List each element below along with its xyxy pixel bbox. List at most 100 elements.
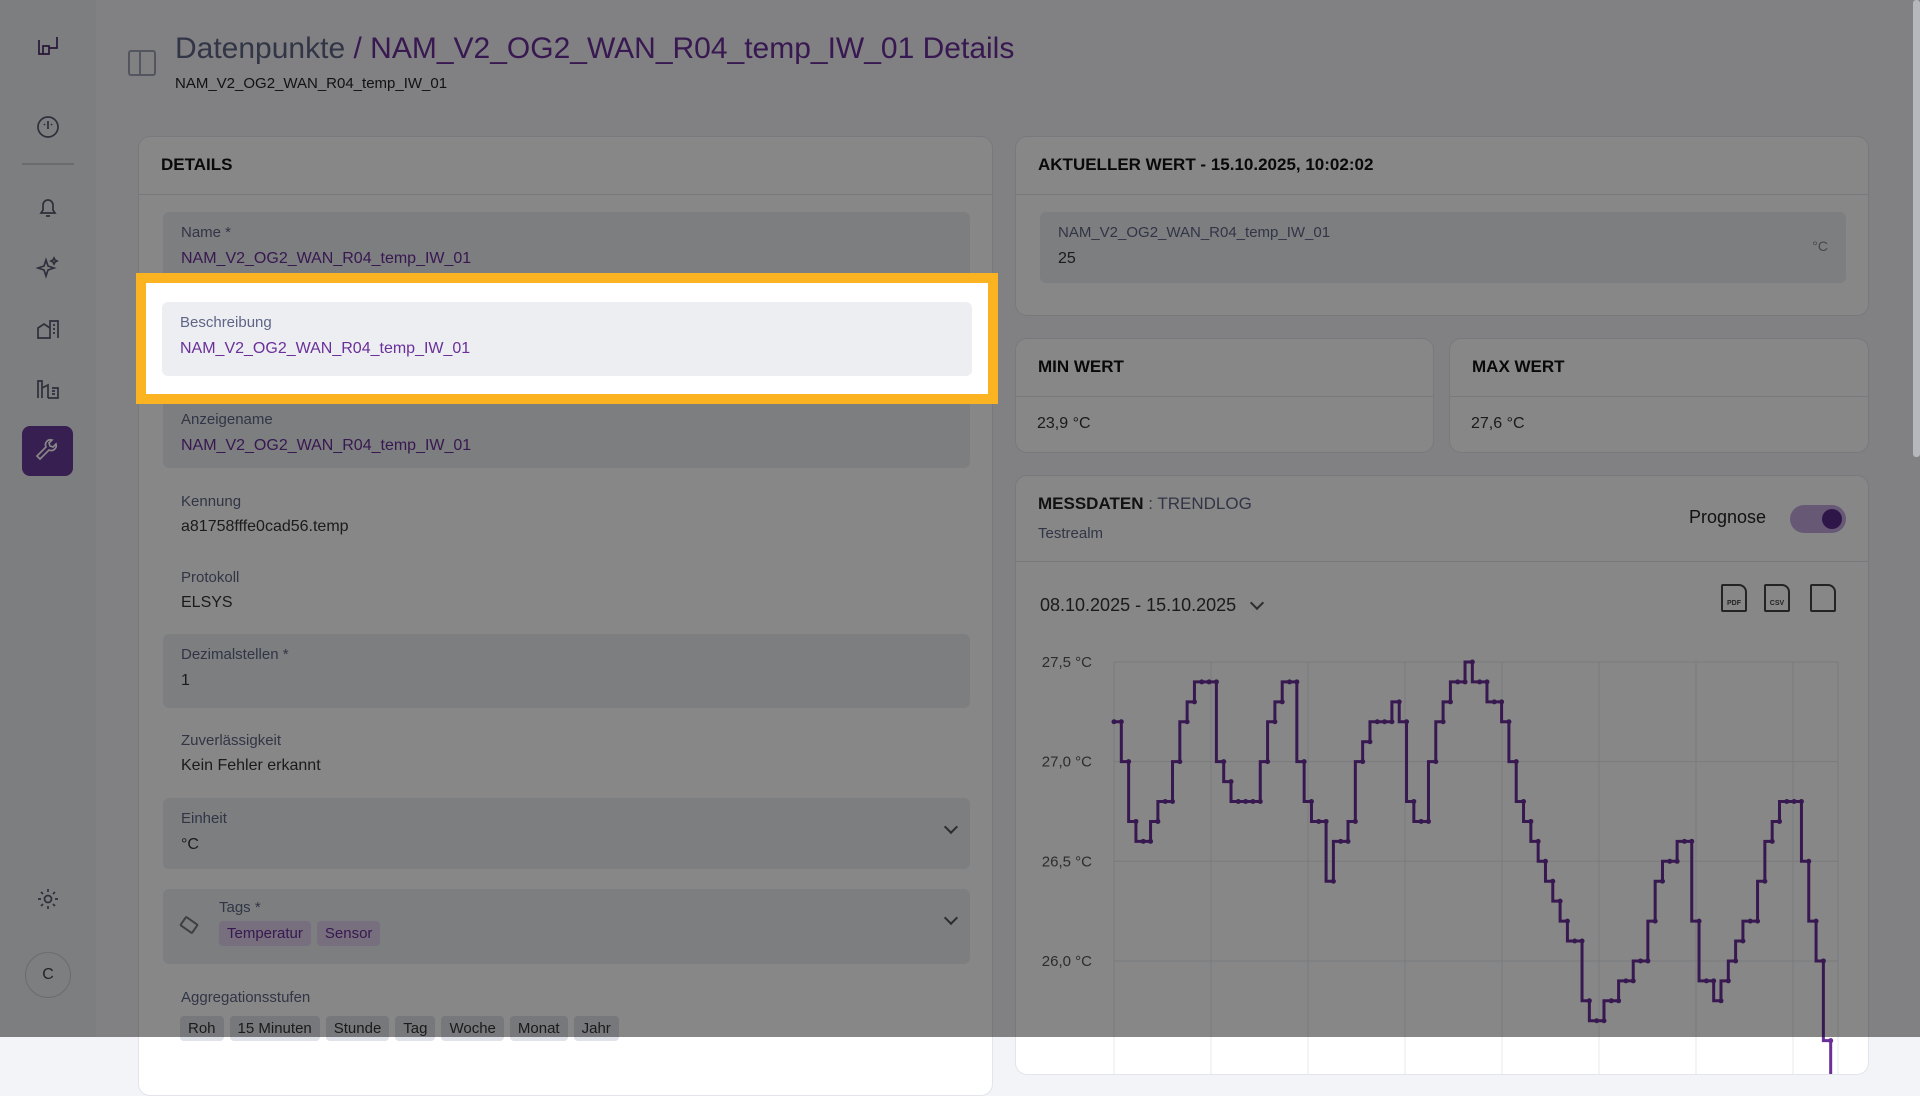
min-value: 23,9 °C bbox=[1037, 415, 1091, 432]
wrench-icon[interactable] bbox=[22, 426, 73, 476]
beschreibung-value: NAM_V2_OG2_WAN_R04_temp_IW_01 bbox=[180, 340, 471, 357]
data-point bbox=[1301, 759, 1307, 765]
data-point bbox=[1601, 1018, 1607, 1024]
data-point bbox=[1345, 838, 1351, 844]
bell-icon[interactable] bbox=[28, 188, 68, 228]
data-point bbox=[1645, 958, 1651, 964]
trend-chart: 27,5 °C 27,0 °C 26,5 °C 26,0 °C bbox=[1042, 654, 1839, 1074]
data-point bbox=[1784, 799, 1790, 805]
aggregation-chip[interactable]: Jahr bbox=[573, 1016, 619, 1041]
data-point bbox=[1184, 719, 1190, 725]
beschreibung-label: Beschreibung bbox=[180, 314, 272, 331]
tags-select[interactable]: Tags * Temperatur Sensor bbox=[163, 889, 970, 964]
current-unit: °C bbox=[1812, 238, 1828, 254]
image-export-icon[interactable] bbox=[1810, 584, 1836, 612]
current-value-label: NAM_V2_OG2_WAN_R04_temp_IW_01 bbox=[1058, 224, 1331, 241]
data-point bbox=[1367, 739, 1373, 745]
aggregation-chip[interactable]: Roh bbox=[180, 1016, 224, 1041]
data-point bbox=[1206, 679, 1212, 685]
data-point bbox=[1725, 978, 1731, 984]
tag-chip[interactable]: Sensor bbox=[316, 921, 381, 946]
anzeigename-value: NAM_V2_OG2_WAN_R04_temp_IW_01 bbox=[181, 437, 472, 454]
data-point bbox=[1528, 818, 1534, 824]
aggregation-chip[interactable]: Tag bbox=[395, 1016, 436, 1041]
data-point bbox=[1425, 818, 1431, 824]
prognose-toggle[interactable] bbox=[1790, 505, 1846, 533]
aggregation: Aggregationsstufen Roh 15 Minuten Stunde Ta… bbox=[180, 989, 625, 1041]
sidebar-toggle-icon[interactable] bbox=[128, 50, 156, 76]
date-range-select[interactable]: 08.10.2025 - 15.10.2025 bbox=[1040, 595, 1265, 616]
y-tick-label: 27,0 °C bbox=[1042, 754, 1092, 771]
min-heading: MIN WERT bbox=[1016, 339, 1433, 397]
data-point bbox=[1484, 679, 1490, 685]
einheit-label: Einheit bbox=[181, 810, 227, 827]
dezimalstellen-field[interactable]: Dezimalstellen * 1 bbox=[163, 634, 970, 708]
protokoll-label: Protokoll bbox=[181, 569, 240, 586]
factory-icon[interactable] bbox=[28, 369, 68, 409]
data-point bbox=[1798, 799, 1804, 805]
breadcrumb-root[interactable]: Datenpunkte bbox=[175, 32, 346, 65]
data-point bbox=[1265, 759, 1271, 765]
data-point bbox=[1813, 918, 1819, 924]
data-point bbox=[1506, 719, 1512, 725]
tag-chip[interactable]: Temperatur bbox=[219, 921, 311, 946]
data-point bbox=[1513, 759, 1519, 765]
series-line bbox=[1114, 660, 1833, 1074]
aggregation-chip[interactable]: Monat bbox=[509, 1016, 568, 1041]
data-point bbox=[1557, 898, 1563, 904]
sparkle-icon[interactable] bbox=[28, 248, 68, 288]
aggregation-chip[interactable]: Stunde bbox=[325, 1016, 390, 1041]
anzeigename-field[interactable]: Anzeigename NAM_V2_OG2_WAN_R04_temp_IW_01 bbox=[163, 399, 970, 468]
breadcrumb-separator: / bbox=[353, 32, 362, 65]
gear-icon[interactable] bbox=[28, 879, 68, 919]
tags-label: Tags * bbox=[219, 899, 261, 916]
data-point bbox=[1462, 679, 1468, 685]
data-point bbox=[1250, 799, 1256, 805]
zuverlaessigkeit: Zuverlässigkeit Kein Fehler erkannt bbox=[181, 732, 321, 775]
min-card: MIN WERT 23,9 °C bbox=[1015, 338, 1434, 453]
name-value: NAM_V2_OG2_WAN_R04_temp_IW_01 bbox=[181, 250, 472, 267]
dashboard-icon[interactable] bbox=[28, 107, 68, 147]
aggregation-chip[interactable]: Woche bbox=[441, 1016, 504, 1041]
data-point bbox=[1411, 799, 1417, 805]
aggregation-chip[interactable]: 15 Minuten bbox=[229, 1016, 320, 1041]
building-icon[interactable] bbox=[28, 309, 68, 349]
aggregation-label: Aggregationsstufen bbox=[181, 989, 311, 1006]
data-point bbox=[1608, 998, 1614, 1004]
avatar[interactable]: C bbox=[25, 952, 71, 998]
data-point bbox=[1733, 958, 1739, 964]
csv-export-icon[interactable]: CSV bbox=[1764, 584, 1790, 612]
data-point bbox=[1820, 958, 1826, 964]
realm-label: Testrealm bbox=[1038, 525, 1104, 542]
data-point bbox=[1272, 719, 1278, 725]
beschreibung-field[interactable]: Beschreibung NAM_V2_OG2_WAN_R04_temp_IW_0… bbox=[162, 302, 972, 376]
data-point bbox=[1579, 938, 1585, 944]
name-field[interactable]: Name * NAM_V2_OG2_WAN_R04_temp_IW_01 bbox=[163, 212, 970, 283]
scrollbar[interactable] bbox=[1913, 0, 1920, 457]
dezimalstellen-label: Dezimalstellen * bbox=[181, 646, 289, 663]
protokoll-value: ELSYS bbox=[181, 594, 233, 611]
pdf-export-icon[interactable]: PDF bbox=[1721, 584, 1747, 612]
data-point bbox=[1828, 1038, 1834, 1044]
data-point bbox=[1162, 799, 1168, 805]
anzeigename-label: Anzeigename bbox=[181, 411, 273, 428]
data-point bbox=[1535, 838, 1541, 844]
data-point bbox=[1126, 759, 1132, 765]
data-point bbox=[1689, 838, 1695, 844]
data-point bbox=[1374, 719, 1380, 725]
data-point bbox=[1316, 818, 1322, 824]
dezimalstellen-value: 1 bbox=[181, 672, 190, 689]
data-point bbox=[1111, 719, 1117, 725]
current-value-card: AKTUELLER WERT - 15.10.2025, 10:02:02 NA… bbox=[1015, 136, 1869, 316]
data-point bbox=[1228, 779, 1234, 785]
data-point bbox=[1572, 938, 1578, 944]
data-point bbox=[1213, 679, 1219, 685]
data-point bbox=[1594, 1018, 1600, 1024]
einheit-select[interactable]: Einheit °C bbox=[163, 798, 970, 869]
data-point bbox=[1755, 918, 1761, 924]
data-point bbox=[1433, 759, 1439, 765]
data-point bbox=[1235, 799, 1241, 805]
data-point bbox=[1330, 878, 1336, 884]
data-point bbox=[1177, 759, 1183, 765]
data-point bbox=[1564, 918, 1570, 924]
